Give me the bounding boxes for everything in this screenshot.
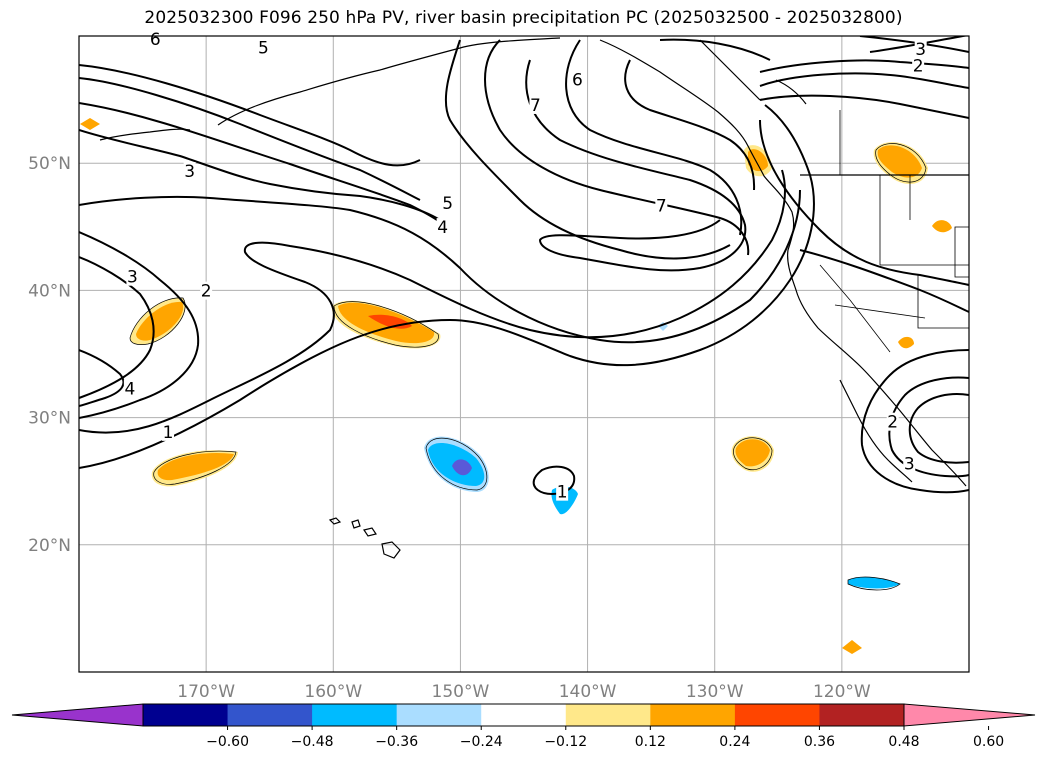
colorbar-extend-min — [11, 703, 144, 727]
longitude-labels: 170°W 160°W 150°W 140°W 130°W 120°W — [177, 682, 871, 702]
contour-label-bg — [571, 70, 584, 89]
colorbar-bin — [650, 704, 736, 726]
colorbar-tick-label: 0.36 — [804, 734, 835, 750]
colorbar-bin — [396, 704, 482, 726]
map-panel — [79, 36, 969, 672]
lon-tick-label: 120°W — [813, 682, 871, 702]
colorbar-bin — [734, 704, 820, 726]
contour-label: 1 — [163, 423, 174, 443]
precip-blob-mexico — [842, 640, 862, 654]
contour-label: 6 — [572, 71, 583, 91]
colorbar-extend-max — [903, 703, 1036, 727]
contour-label-bg — [436, 218, 449, 237]
colorbar-tick-label: 0.48 — [888, 734, 919, 750]
precipitation-shading — [80, 118, 952, 654]
contour-label-bg — [200, 281, 213, 300]
contour-label: 6 — [150, 30, 161, 50]
colorbar: −0.60 −0.48 −0.36 −0.24 −0.12 0.12 0.24 0.36 0.4… — [11, 703, 1036, 750]
contour-label: 3 — [184, 162, 195, 182]
contour-label-bg — [912, 56, 925, 75]
contour-label-bg — [441, 193, 454, 212]
contour-label: 3 — [904, 455, 915, 475]
colorbar-tick-label: −0.12 — [544, 734, 587, 750]
graticule — [79, 36, 969, 672]
contour-label-bg — [914, 39, 927, 58]
lon-tick-label: 170°W — [177, 682, 235, 702]
contour-label-bg — [126, 267, 139, 286]
colorbar-tick-label: 0.60 — [973, 734, 1004, 750]
lat-tick-label: 50°N — [28, 154, 71, 174]
colorbar-bin — [481, 704, 567, 726]
precip-blob-dateline-38n — [130, 297, 186, 345]
map-frame — [78, 35, 970, 673]
colorbar-tick-label: −0.36 — [375, 734, 418, 750]
colorbar-bin — [565, 704, 651, 726]
contour-label: 1 — [557, 483, 568, 503]
colorbar-tick-label: −0.24 — [460, 734, 503, 750]
contour-label: 4 — [124, 380, 135, 400]
contour-label-bg — [655, 196, 668, 215]
lon-tick-label: 140°W — [559, 682, 617, 702]
pv-contours — [79, 36, 969, 496]
colorbar-bin — [227, 704, 313, 726]
contour-label: 2 — [887, 413, 898, 433]
hawaii-islands — [328, 517, 401, 559]
colorbar-tick-label: 0.24 — [719, 734, 750, 750]
contour-label-bg — [257, 38, 270, 57]
contour-label-bg — [123, 379, 136, 398]
contour-label-bg — [149, 29, 162, 48]
lon-tick-label: 160°W — [304, 682, 362, 702]
lon-tick-label: 130°W — [686, 682, 744, 702]
contour-label: 7 — [530, 96, 541, 116]
colorbar-tick-label: 0.12 — [635, 734, 666, 750]
precip-blob-bering — [80, 118, 100, 130]
contour-label: 5 — [258, 39, 269, 59]
contour-label-bg — [162, 422, 174, 441]
contour-label: 5 — [442, 194, 453, 214]
contour-label: 3 — [127, 268, 138, 288]
colorbar-bin — [312, 704, 398, 726]
chart-title: 2025032300 F096 250 hPa PV, river basin … — [144, 8, 903, 28]
contour-label-bg — [183, 162, 196, 181]
colorbar-bin — [819, 704, 905, 726]
precip-blob-170w-27n — [151, 450, 238, 487]
precip-blob-127w-27n — [731, 436, 774, 472]
lat-tick-label: 20°N — [28, 536, 71, 556]
colorbar-tick-label: −0.48 — [291, 734, 334, 750]
latitude-labels: 50°N 40°N 30°N 20°N — [28, 154, 71, 556]
contour-label-bg — [886, 412, 899, 431]
contour-label: 3 — [915, 40, 926, 60]
precip-outline — [129, 143, 927, 591]
precip-blob-montana — [873, 142, 928, 184]
contour-label-bg — [556, 482, 569, 501]
contour-label: 7 — [656, 196, 667, 216]
colorbar-tick-label: −0.60 — [206, 734, 249, 750]
contour-label-bg — [529, 95, 542, 114]
contour-label: 2 — [201, 282, 212, 302]
colorbar-frame — [142, 703, 905, 727]
colorbar-bin — [143, 704, 229, 726]
lat-tick-label: 40°N — [28, 281, 71, 301]
precip-blob-wyoming — [932, 220, 952, 233]
lon-tick-label: 150°W — [432, 682, 490, 702]
contour-label: 2 — [913, 57, 924, 77]
contour-label-bg — [903, 454, 916, 473]
contour-label: 4 — [437, 218, 448, 238]
precip-blob-california — [898, 336, 914, 349]
lat-tick-label: 30°N — [28, 409, 71, 429]
